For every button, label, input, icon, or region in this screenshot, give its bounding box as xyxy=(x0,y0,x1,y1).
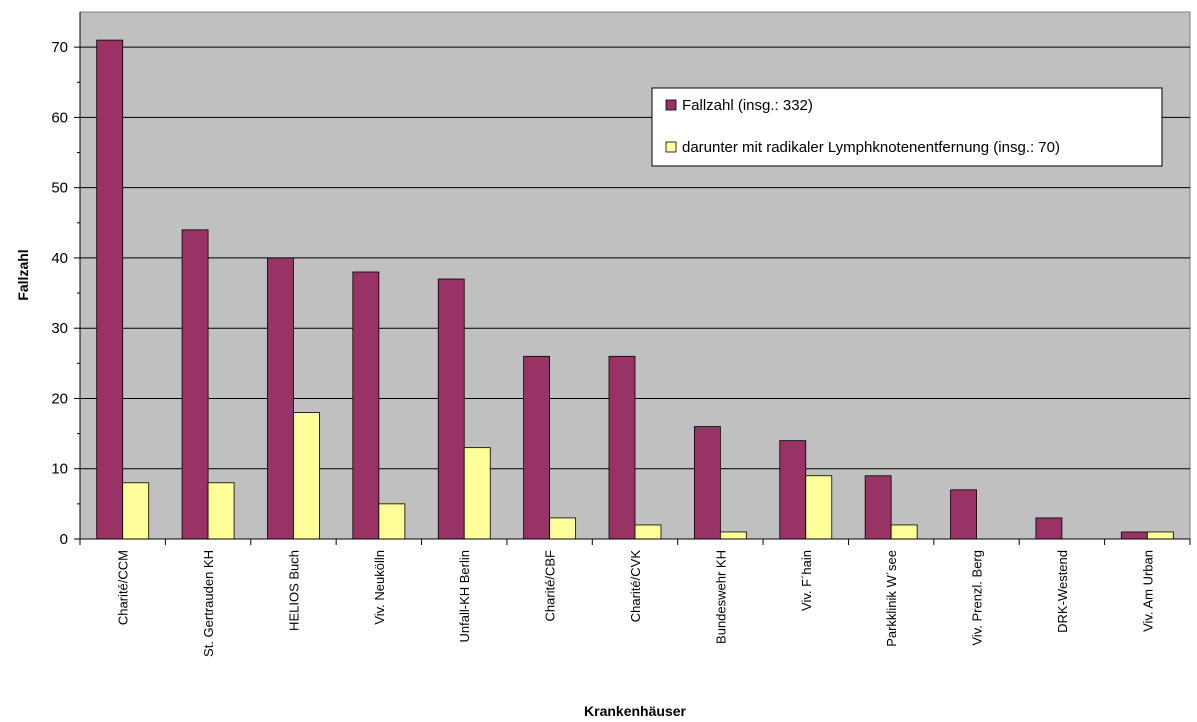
x-axis-title: Krankenhäuser xyxy=(584,703,686,719)
bar-fallzahl xyxy=(950,489,977,540)
x-tick-label: St. Gertrauden KH xyxy=(201,550,216,657)
bar-lymphknoten xyxy=(719,531,747,540)
y-tick-label: 20 xyxy=(51,390,68,407)
y-tick-label: 0 xyxy=(60,531,68,548)
y-tick-label: 70 xyxy=(51,39,68,56)
x-tick-label: Charité/CBF xyxy=(543,550,558,622)
x-tick-label: Charité/CCM xyxy=(116,550,131,625)
axes xyxy=(74,12,1191,545)
bar-fallzahl xyxy=(1120,531,1148,540)
x-tick-label: Charité/CVK xyxy=(628,550,643,623)
y-tick-label: 30 xyxy=(51,320,68,337)
bar-fallzahl xyxy=(437,278,465,540)
x-tick-label: Parkklinik W´see xyxy=(884,550,899,647)
x-tick-label: Viv. Prenzl. Berg xyxy=(970,550,985,646)
x-tick-label: Bundeswehr KH xyxy=(713,550,728,644)
bar-fallzahl xyxy=(181,229,209,540)
bar-fallzahl xyxy=(267,257,294,540)
bar-lymphknoten xyxy=(293,412,320,540)
bar-lymphknoten xyxy=(1146,531,1174,540)
bar-fallzahl xyxy=(608,355,636,540)
x-tick-label: Unfall-KH Berlin xyxy=(457,550,472,642)
bar-fallzahl xyxy=(693,426,721,540)
legend-label-lymph: darunter mit radikaler Lymphknotenentfer… xyxy=(682,139,1060,156)
x-tick-label: Viv. Neukölln xyxy=(372,550,387,625)
y-tick-label: 10 xyxy=(51,461,68,478)
bar-fallzahl xyxy=(96,39,124,540)
y-tick-labels: 0 10 20 30 40 50 60 70 xyxy=(51,39,68,548)
legend-label-fallzahl: Fallzahl (insg.: 332) xyxy=(682,97,813,114)
bar-fallzahl xyxy=(523,355,551,540)
x-tick-label: Viv. Am Urban xyxy=(1140,550,1155,632)
legend: Fallzahl (insg.: 332) darunter mit radik… xyxy=(651,87,1163,167)
x-tick-label: Viv. F´hain xyxy=(799,550,814,611)
legend-box xyxy=(651,87,1163,167)
bar-lymphknoten xyxy=(805,475,833,540)
legend-swatch-lymph xyxy=(665,141,677,153)
bar-lymphknoten xyxy=(890,524,918,540)
bar-fallzahl xyxy=(779,440,807,540)
x-tick-label: HELIOS Buch xyxy=(286,550,301,631)
bar-fallzahl xyxy=(864,475,892,540)
y-axis-title: Fallzahl xyxy=(15,249,31,300)
bar-lymphknoten xyxy=(378,503,406,540)
bar-lymphknoten xyxy=(122,482,150,540)
bar-lymphknoten xyxy=(634,524,662,540)
bars xyxy=(96,39,1174,540)
legend-swatch-fallzahl xyxy=(665,99,677,111)
bar-fallzahl xyxy=(1035,517,1063,540)
y-tick-label: 50 xyxy=(51,180,68,197)
bar-lymphknoten xyxy=(463,447,491,540)
bar-lymphknoten xyxy=(207,482,235,540)
x-tick-labels: Charité/CCM St. Gertrauden KH HELIOS Buch V… xyxy=(116,550,1156,657)
bar-lymphknoten xyxy=(549,517,577,540)
x-tick-label: DRK-Westend xyxy=(1055,550,1070,633)
y-tick-label: 60 xyxy=(51,109,68,126)
bar-fallzahl xyxy=(352,271,380,540)
y-tick-label: 40 xyxy=(51,250,68,267)
